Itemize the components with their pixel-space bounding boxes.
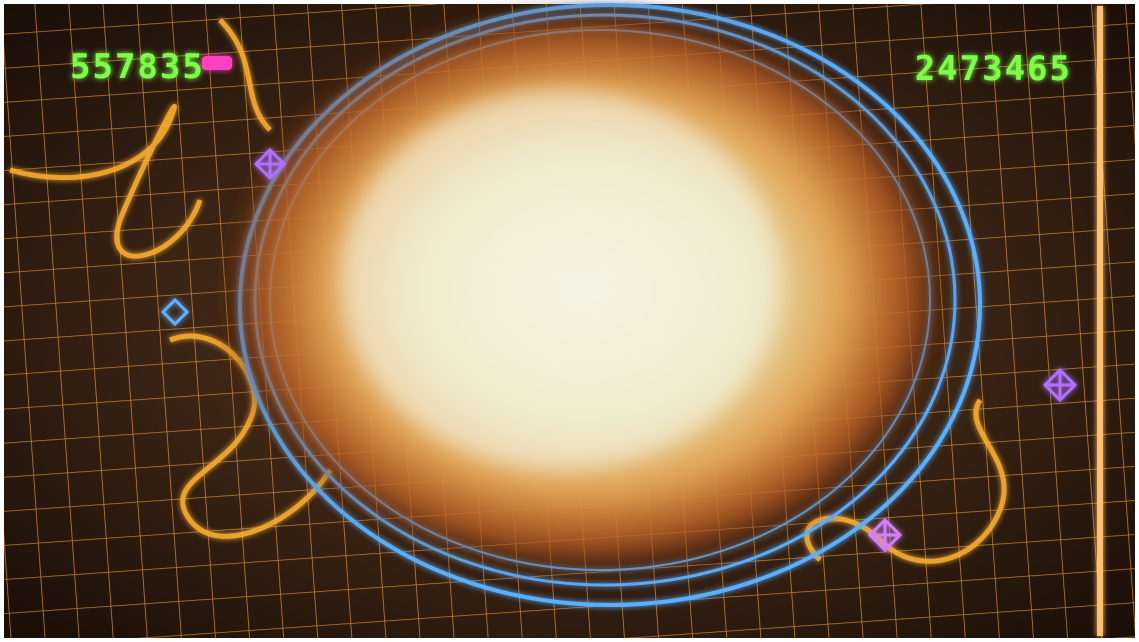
enemies bbox=[160, 6, 1103, 636]
pinwheel bbox=[867, 517, 903, 553]
pinwheel bbox=[253, 147, 287, 181]
player1-score: 557835 bbox=[70, 47, 205, 87]
pinwheel bbox=[1042, 367, 1078, 403]
hud: 557835 2473465 bbox=[70, 47, 1072, 89]
diamond bbox=[160, 297, 190, 327]
explosion-core bbox=[340, 90, 780, 470]
player-ship bbox=[202, 56, 232, 70]
player2-score: 2473465 bbox=[915, 49, 1072, 89]
fire-trails bbox=[9, 18, 1007, 564]
